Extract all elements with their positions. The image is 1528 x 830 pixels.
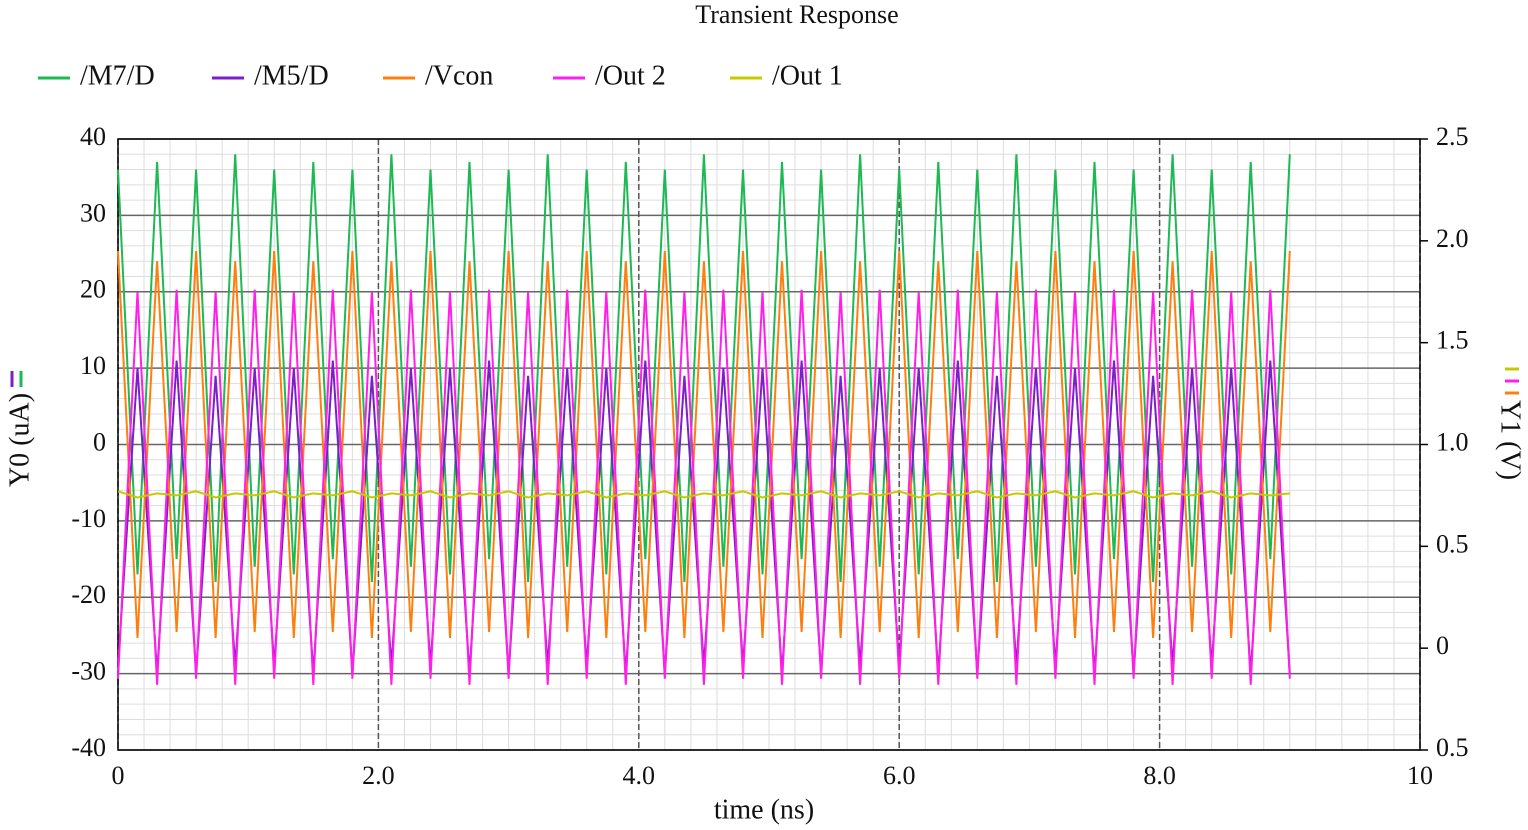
y-tick-label: -30 (71, 657, 106, 686)
series-line (117, 490, 1290, 499)
y2-axis-marker (1505, 367, 1519, 395)
x-tick-label: 2.0 (362, 761, 395, 790)
y2-tick-label: 0 (1436, 631, 1449, 660)
y-tick-label: 0 (93, 427, 106, 456)
y-tick-label: -40 (71, 733, 106, 762)
y-axis-marker (10, 371, 23, 387)
legend-item: /M7/D (38, 60, 155, 91)
legend-item: /Out 2 (553, 60, 666, 91)
y2-tick-label: 2.0 (1436, 224, 1469, 253)
x-tick-label: 8.0 (1143, 761, 1176, 790)
y-tick-label: 20 (80, 275, 106, 304)
x-tick-label: 0 (112, 761, 125, 790)
series-line (117, 154, 1291, 583)
legend-label: /M7/D (80, 60, 155, 91)
legend-item: /M5/D (212, 60, 329, 91)
y2-tick-label: 0.5 (1436, 733, 1469, 762)
legend-label: /Out 1 (772, 60, 843, 91)
y2-tick-label: 1.5 (1436, 326, 1469, 355)
y-tick-label: 30 (80, 198, 106, 227)
y-axis-label: Y0 (uA) (4, 393, 35, 487)
y-tick-label: 10 (80, 351, 106, 380)
y-tick-label: 40 (80, 122, 106, 151)
x-axis-label: time (ns) (714, 794, 814, 825)
legend-item: /Vcon (383, 60, 493, 91)
x-tick-label: 4.0 (623, 761, 656, 790)
legend-item: /Out 1 (730, 60, 843, 91)
series-line (117, 250, 1291, 639)
y2-axis-label: Y1 (V) (1495, 400, 1526, 480)
x-tick-label: 6.0 (883, 761, 916, 790)
y-tick-label: -20 (71, 580, 106, 609)
x-tick-label: 10 (1407, 761, 1433, 790)
legend-label: /M5/D (254, 60, 329, 91)
y2-tick-label: 1.0 (1436, 427, 1469, 456)
legend-label: /Vcon (425, 60, 493, 91)
y-tick-label: -10 (71, 504, 106, 533)
chart-title: Transient Response (695, 0, 898, 29)
series-line (117, 289, 1291, 685)
legend-label: /Out 2 (595, 60, 666, 91)
y2-tick-label: 2.5 (1436, 122, 1469, 151)
plot-frame (117, 138, 1421, 751)
y2-tick-label: 0.5 (1436, 529, 1469, 558)
